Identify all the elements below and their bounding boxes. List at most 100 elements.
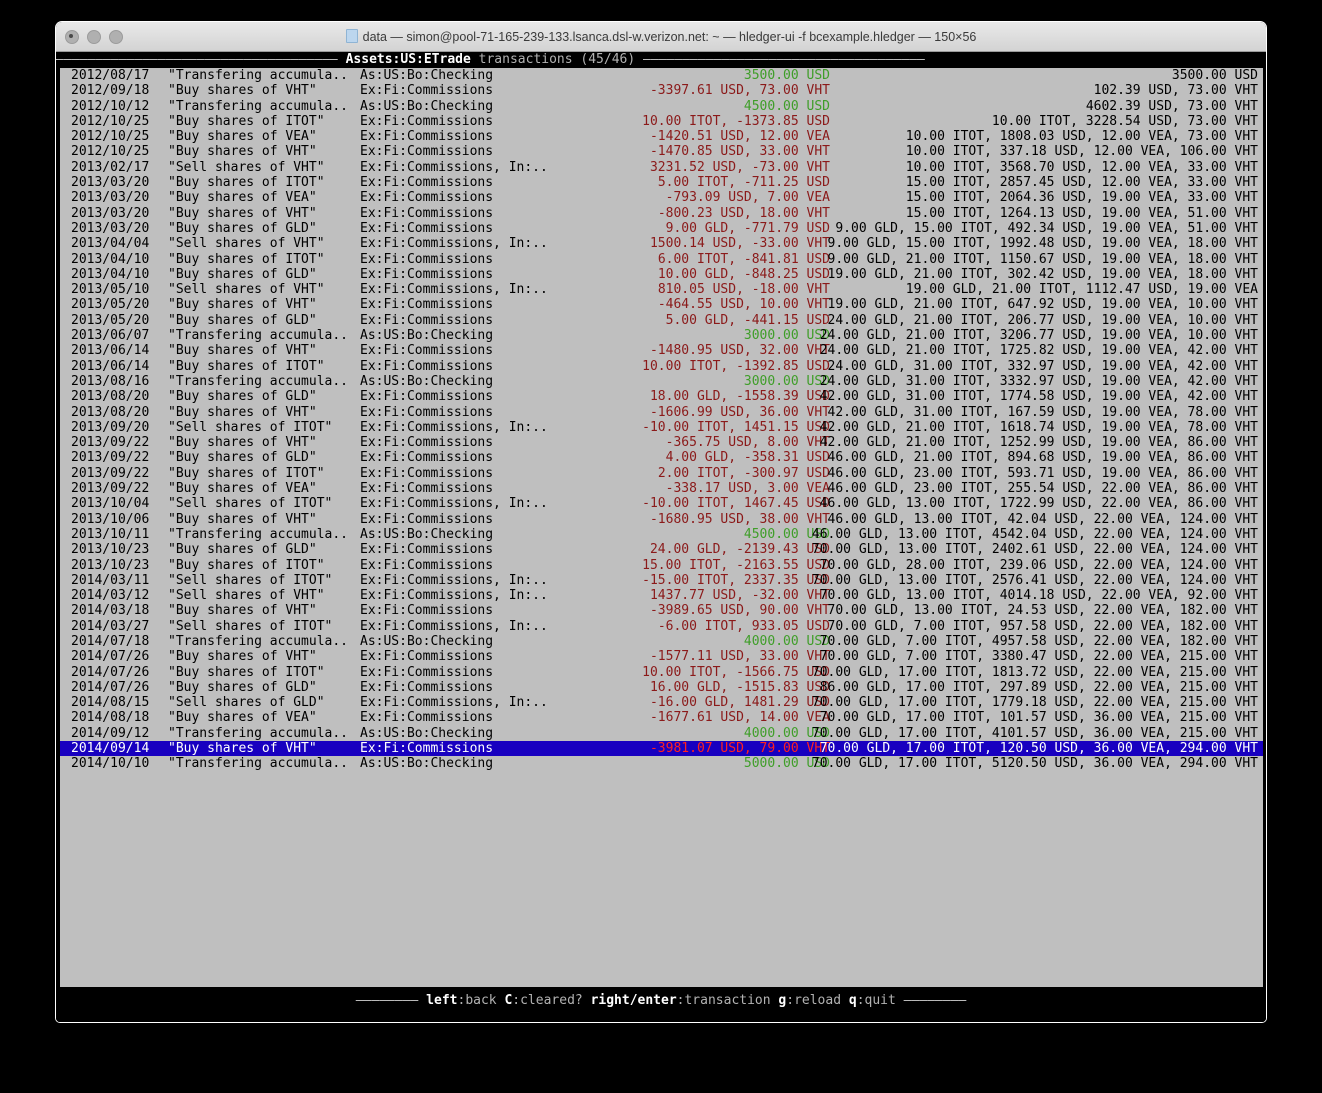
row-amount: -365.75 USD, 8.00 VHT — [665, 435, 830, 451]
table-row[interactable]: 2013/04/04 "Sell shares of VHT" Ex:Fi:Comm… — [60, 236, 1263, 251]
table-row[interactable]: 2014/03/27 "Sell shares of ITOT" Ex:Fi:Com… — [60, 619, 1263, 634]
row-date: 2013/05/20 — [71, 312, 150, 328]
status-key-cleared[interactable]: C — [504, 993, 513, 1008]
row-description: "Sell shares of ITOT" — [168, 572, 333, 588]
table-row[interactable]: 2014/07/26 "Buy shares of GLD" Ex:Fi:Commi… — [60, 680, 1263, 695]
table-row[interactable]: 2013/10/06 "Buy shares of VHT" Ex:Fi:Commi… — [60, 512, 1263, 527]
table-row[interactable]: 2013/05/20 "Buy shares of VHT" Ex:Fi:Commi… — [60, 297, 1263, 312]
header-account: Assets:US:ETrade — [345, 52, 471, 67]
status-keybindings: ———————— left:back C:cleared? right/ente… — [56, 993, 1266, 1009]
window-controls[interactable] — [65, 29, 123, 44]
row-amount: 3500.00 USD — [743, 68, 830, 83]
status-action-cleared: cleared? — [520, 993, 583, 1008]
table-row[interactable]: 2012/10/25 "Buy shares of VEA" Ex:Fi:Commi… — [60, 129, 1263, 144]
table-row[interactable]: 2013/10/11 "Transfering accumula.. As:US:B… — [60, 527, 1263, 542]
row-balance: 19.00 GLD, 21.00 ITOT, 302.42 USD, 19.00… — [827, 266, 1258, 282]
table-row[interactable]: 2012/10/25 "Buy shares of VHT" Ex:Fi:Commi… — [60, 144, 1263, 159]
row-balance: 3500.00 USD — [1171, 68, 1258, 83]
row-amount: 9.00 GLD, -771.79 USD — [665, 220, 830, 236]
table-row[interactable]: 2012/09/18 "Buy shares of VHT" Ex:Fi:Commi… — [60, 83, 1263, 98]
table-row[interactable]: 2013/09/22 "Buy shares of GLD" Ex:Fi:Commi… — [60, 450, 1263, 465]
row-description: "Buy shares of ITOT" — [168, 175, 325, 191]
minimize-button[interactable] — [87, 29, 101, 44]
row-amount: 1500.14 USD, -33.00 VHT — [649, 236, 830, 252]
table-row[interactable]: 2014/08/15 "Sell shares of GLD" Ex:Fi:Comm… — [60, 695, 1263, 710]
table-row[interactable]: 2013/10/23 "Buy shares of GLD" Ex:Fi:Commi… — [60, 542, 1263, 557]
table-row[interactable]: 2012/10/12 "Transfering accumula.. As:US:B… — [60, 99, 1263, 114]
table-row[interactable]: 2013/03/20 "Buy shares of ITOT" Ex:Fi:Comm… — [60, 175, 1263, 190]
table-row[interactable]: 2014/07/18 "Transfering accumula.. As:US:B… — [60, 634, 1263, 649]
row-date: 2013/06/14 — [71, 358, 150, 374]
table-row[interactable]: 2013/09/20 "Sell shares of ITOT" Ex:Fi:Com… — [60, 420, 1263, 435]
row-account: Ex:Fi:Commissions — [360, 664, 494, 680]
row-account: Ex:Fi:Commissions — [360, 175, 494, 191]
table-row[interactable]: 2013/09/22 "Buy shares of VHT" Ex:Fi:Commi… — [60, 435, 1263, 450]
row-balance: 24.00 GLD, 21.00 ITOT, 1725.82 USD, 19.0… — [819, 343, 1258, 359]
table-row[interactable]: 2013/08/16 "Transfering accumula.. As:US:B… — [60, 374, 1263, 389]
row-date: 2014/09/12 — [71, 725, 150, 741]
table-row[interactable]: 2013/06/07 "Transfering accumula.. As:US:B… — [60, 328, 1263, 343]
row-account: Ex:Fi:Commissions — [360, 190, 494, 206]
row-amount: -1680.95 USD, 38.00 VHT — [649, 511, 830, 527]
row-balance: 42.00 GLD, 31.00 ITOT, 167.59 USD, 19.00… — [827, 404, 1258, 420]
status-key-back[interactable]: left — [426, 993, 458, 1008]
table-row[interactable]: 2013/08/20 "Buy shares of VHT" Ex:Fi:Commi… — [60, 405, 1263, 420]
table-row[interactable]: 2013/03/20 "Buy shares of VEA" Ex:Fi:Commi… — [60, 190, 1263, 205]
table-row[interactable]: 2013/05/10 "Sell shares of VHT" Ex:Fi:Comm… — [60, 282, 1263, 297]
row-amount: -1577.11 USD, 33.00 VHT — [649, 649, 830, 665]
row-date: 2014/08/15 — [71, 695, 150, 711]
table-row[interactable]: 2013/10/23 "Buy shares of ITOT" Ex:Fi:Comm… — [60, 558, 1263, 573]
table-row[interactable]: 2014/09/12 "Transfering accumula.. As:US:B… — [60, 726, 1263, 741]
row-description: "Buy shares of VHT" — [168, 205, 317, 221]
table-row[interactable]: 2014/07/26 "Buy shares of ITOT" Ex:Fi:Comm… — [60, 665, 1263, 680]
transactions-rows: 2012/08/17 "Transfering accumula.. As:US:B… — [60, 68, 1263, 772]
table-row[interactable]: 2012/08/17 "Transfering accumula.. As:US:B… — [60, 68, 1263, 83]
row-amount: 4.00 GLD, -358.31 USD — [665, 450, 830, 466]
row-date: 2013/10/23 — [71, 557, 150, 573]
row-date: 2013/03/20 — [71, 190, 150, 206]
status-key-quit[interactable]: q — [848, 993, 857, 1008]
table-row[interactable]: 2014/08/18 "Buy shares of VEA" Ex:Fi:Commi… — [60, 710, 1263, 725]
table-row[interactable]: 2014/07/26 "Buy shares of VHT" Ex:Fi:Commi… — [60, 649, 1263, 664]
table-row[interactable]: 2013/10/04 "Sell shares of ITOT" Ex:Fi:Com… — [60, 496, 1263, 511]
row-account: Ex:Fi:Commissions, In:.. — [360, 572, 548, 588]
row-balance: 15.00 ITOT, 2064.36 USD, 19.00 VEA, 33.0… — [905, 190, 1258, 206]
table-row[interactable]: 2013/06/14 "Buy shares of VHT" Ex:Fi:Commi… — [60, 343, 1263, 358]
table-row[interactable]: 2013/09/22 "Buy shares of ITOT" Ex:Fi:Comm… — [60, 466, 1263, 481]
table-row[interactable]: 2013/04/10 "Buy shares of ITOT" Ex:Fi:Comm… — [60, 252, 1263, 267]
status-key-transaction[interactable]: right/enter — [590, 993, 677, 1008]
window-titlebar[interactable]: data — simon@pool-71-165-239-133.lsanca.… — [56, 22, 1266, 52]
transactions-list[interactable]: 2012/08/17 "Transfering accumula.. As:US:B… — [60, 68, 1263, 987]
status-key-reload[interactable]: g — [778, 993, 787, 1008]
table-row[interactable]: 2014/03/18 "Buy shares of VHT" Ex:Fi:Commi… — [60, 603, 1263, 618]
table-row[interactable]: 2013/09/22 "Buy shares of VEA" Ex:Fi:Commi… — [60, 481, 1263, 496]
folder-icon — [345, 29, 358, 43]
status-spacer — [418, 993, 426, 1008]
table-row[interactable]: 2013/08/20 "Buy shares of GLD" Ex:Fi:Commi… — [60, 389, 1263, 404]
table-row[interactable]: 2013/03/20 "Buy shares of GLD" Ex:Fi:Commi… — [60, 221, 1263, 236]
status-spacer — [583, 993, 591, 1008]
table-row[interactable]: 2013/04/10 "Buy shares of GLD" Ex:Fi:Commi… — [60, 267, 1263, 282]
status-action-back: back — [465, 993, 497, 1008]
table-row[interactable]: 2013/05/20 "Buy shares of GLD" Ex:Fi:Commi… — [60, 313, 1263, 328]
table-row[interactable]: 2014/03/12 "Sell shares of VHT" Ex:Fi:Comm… — [60, 588, 1263, 603]
table-row[interactable]: 2014/09/14 "Buy shares of VHT" Ex:Fi:Commi… — [60, 741, 1263, 757]
row-balance: 10.00 ITOT, 1808.03 USD, 12.00 VEA, 73.0… — [905, 129, 1258, 145]
row-account: Ex:Fi:Commissions, In:.. — [360, 236, 548, 252]
table-row[interactable]: 2014/10/10 "Transfering accumula.. As:US:B… — [60, 756, 1263, 771]
row-balance: 70.00 GLD, 17.00 ITOT, 1779.18 USD, 22.0… — [811, 695, 1258, 711]
table-row[interactable]: 2014/03/11 "Sell shares of ITOT" Ex:Fi:Com… — [60, 573, 1263, 588]
row-description: "Buy shares of ITOT" — [168, 664, 325, 680]
table-row[interactable]: 2013/06/14 "Buy shares of ITOT" Ex:Fi:Comm… — [60, 359, 1263, 374]
close-button[interactable] — [65, 29, 79, 44]
row-description: "Buy shares of GLD" — [168, 220, 317, 236]
row-balance: 70.00 GLD, 17.00 ITOT, 101.57 USD, 36.00… — [819, 710, 1258, 726]
table-row[interactable]: 2013/03/20 "Buy shares of VHT" Ex:Fi:Commi… — [60, 206, 1263, 221]
table-row[interactable]: 2012/10/25 "Buy shares of ITOT" Ex:Fi:Comm… — [60, 114, 1263, 129]
row-description: "Buy shares of VHT" — [168, 404, 317, 420]
zoom-button[interactable] — [109, 29, 123, 44]
row-account: Ex:Fi:Commissions — [360, 312, 494, 328]
row-balance: 42.00 GLD, 31.00 ITOT, 1774.58 USD, 19.0… — [819, 389, 1258, 405]
row-description: "Sell shares of GLD" — [168, 695, 325, 711]
table-row[interactable]: 2013/02/17 "Sell shares of VHT" Ex:Fi:Comm… — [60, 160, 1263, 175]
